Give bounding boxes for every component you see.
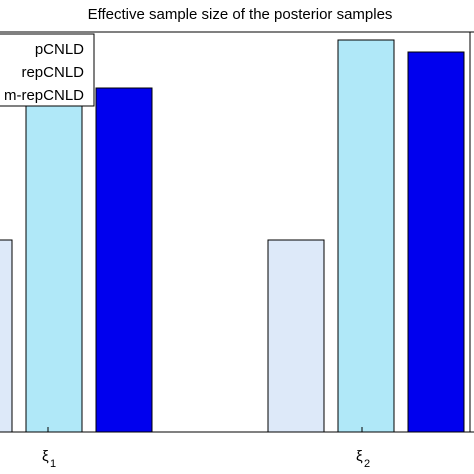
legend-box [0, 33, 95, 107]
x-tick-subscript-2: 2 [364, 458, 370, 470]
legend: pCNLD repCNLD m-repCNLD [0, 33, 95, 107]
bar-repCNLD-2 [337, 39, 395, 433]
bar-pCNLD-1 [0, 239, 13, 433]
legend-label-repCNLD: repCNLD [21, 64, 84, 81]
axes-group [0, 31, 474, 433]
legend-label-pCNLD: pCNLD [35, 41, 84, 58]
x-tick-label-2: ξ [356, 448, 363, 465]
bar-pCNLD-2 [267, 239, 325, 433]
bar-m-repCNLD-1 [95, 87, 153, 433]
bar-m-repCNLD-2 [407, 51, 465, 433]
legend-label-m-repCNLD: m-repCNLD [4, 87, 84, 104]
x-tick-subscript-1: 1 [50, 458, 56, 470]
x-tick-label-1: ξ [42, 448, 49, 465]
bar-repCNLD-1 [25, 79, 83, 433]
bars-group [0, 39, 465, 433]
chart-title: Effective sample size of the posterior s… [88, 6, 393, 23]
